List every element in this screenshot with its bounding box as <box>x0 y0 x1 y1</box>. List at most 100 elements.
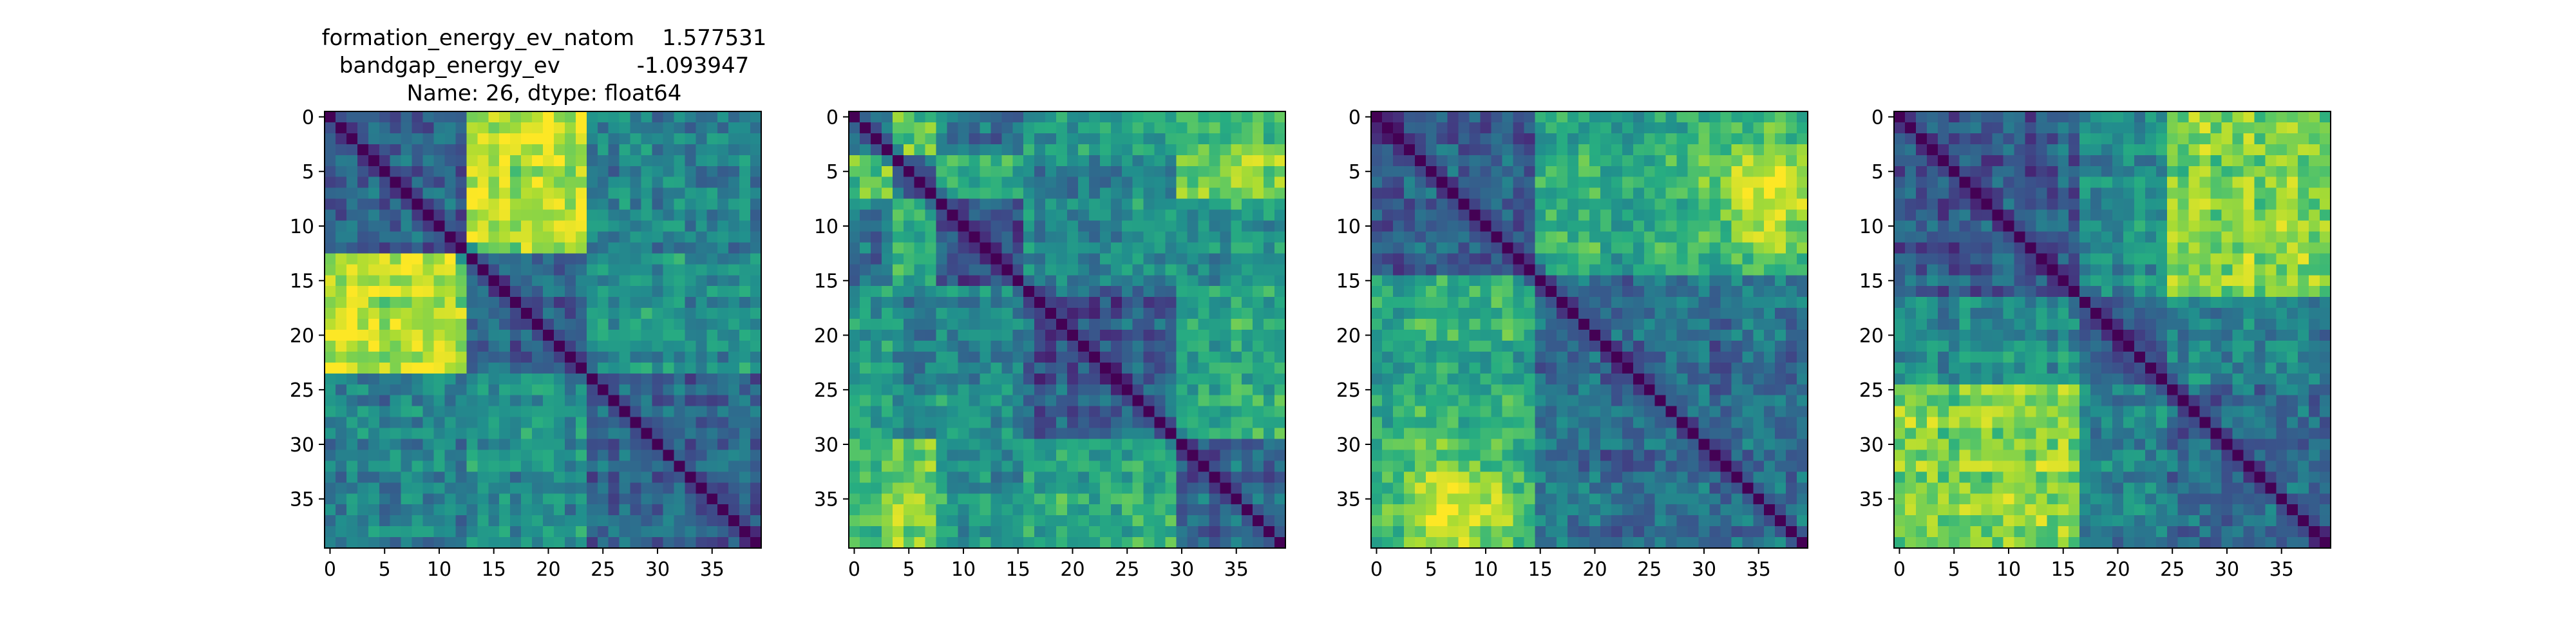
heatmap-cell <box>1764 537 1776 549</box>
heatmap-cell <box>575 340 587 352</box>
heatmap-cell <box>892 395 904 407</box>
heatmap-cell <box>455 111 467 123</box>
heatmap-cell <box>1742 362 1754 374</box>
heatmap-cell <box>1154 297 1166 308</box>
heatmap-cell <box>543 493 554 505</box>
heatmap-cell <box>925 362 937 374</box>
heatmap-cell <box>663 198 674 211</box>
heatmap-cell <box>1513 155 1524 167</box>
heatmap-cell <box>455 220 467 232</box>
heatmap-cell <box>881 493 893 505</box>
heatmap-cell <box>1654 362 1667 374</box>
heatmap-cell <box>346 384 358 396</box>
heatmap-cell <box>1414 122 1426 134</box>
heatmap-cell <box>706 428 718 440</box>
heatmap-cell <box>597 417 609 429</box>
heatmap-cell <box>608 264 620 276</box>
heatmap-cell <box>1165 504 1177 516</box>
heatmap-cell <box>925 133 937 145</box>
heatmap-cell <box>685 362 696 374</box>
heatmap-cell <box>433 297 446 308</box>
heatmap-cell <box>990 220 1002 232</box>
heatmap-cell <box>1502 428 1513 440</box>
heatmap-cell <box>663 209 674 222</box>
heatmap-cell <box>969 526 980 538</box>
heatmap-cell <box>488 308 500 319</box>
heatmap-cell <box>586 362 598 374</box>
heatmap-cell <box>597 133 609 145</box>
heatmap-cell <box>1077 242 1090 254</box>
heatmap-cell <box>1242 176 1253 189</box>
heatmap-cell <box>586 242 598 254</box>
heatmap-cell <box>925 319 937 330</box>
heatmap-cell <box>1274 253 1286 265</box>
heatmap-cell <box>1654 198 1667 211</box>
heatmap-cell <box>1088 253 1101 265</box>
heatmap-cell <box>990 504 1002 516</box>
heatmap-cell <box>532 209 544 222</box>
heatmap-cell <box>1469 275 1481 287</box>
heatmap-cell <box>1198 526 1209 538</box>
heatmap-cell <box>401 450 413 461</box>
heatmap-cell <box>543 231 554 243</box>
heatmap-cell <box>1524 417 1535 429</box>
heatmap-cell <box>1753 351 1765 363</box>
heatmap-cell <box>1209 482 1220 494</box>
heatmap-cell <box>1436 242 1448 254</box>
heatmap-cell <box>1110 253 1122 265</box>
heatmap-cell <box>564 417 576 429</box>
heatmap-cell <box>521 308 533 319</box>
heatmap-cell <box>706 231 718 243</box>
heatmap-cell <box>1264 111 1275 123</box>
heatmap-cell <box>936 319 948 330</box>
heatmap-cell <box>390 144 402 156</box>
heatmap-cell <box>958 264 970 276</box>
heatmap-cell <box>1274 264 1286 276</box>
heatmap-cell <box>1198 297 1209 308</box>
heatmap-cell <box>958 450 970 461</box>
heatmap-cell <box>1121 460 1133 472</box>
heatmap-cell <box>586 351 598 363</box>
heatmap-cell <box>2254 111 2266 123</box>
heatmap-cell <box>521 155 533 167</box>
heatmap-cell <box>1067 319 1079 330</box>
heatmap-cell <box>444 297 456 308</box>
heatmap-cell <box>1698 384 1710 396</box>
heatmap-cell <box>1110 417 1122 429</box>
heatmap-cell <box>1253 176 1264 189</box>
heatmap-cell <box>1926 122 1938 134</box>
heatmap-cell <box>1176 450 1188 461</box>
heatmap-cell <box>1067 122 1079 134</box>
heatmap-cell <box>1589 308 1601 319</box>
heatmap-cell <box>674 275 685 287</box>
heatmap-cell <box>1546 439 1557 451</box>
heatmap-cell <box>936 264 948 276</box>
heatmap-cell <box>575 482 587 494</box>
heatmap-cell <box>1654 253 1667 265</box>
heatmap-cell <box>1786 220 1797 232</box>
heatmap-cell <box>1709 220 1721 232</box>
heatmap-cell <box>892 471 904 483</box>
heatmap-cell <box>1110 428 1122 440</box>
heatmap-cell <box>652 482 664 494</box>
heatmap-cell <box>1067 406 1079 418</box>
heatmap-cell <box>685 209 696 222</box>
heatmap-cell <box>685 406 696 418</box>
heatmap-cell <box>1665 176 1678 189</box>
heatmap-cell <box>1045 319 1057 330</box>
heatmap-cell <box>1023 242 1035 254</box>
heatmap-cell <box>1220 417 1231 429</box>
heatmap-cell <box>728 460 740 472</box>
heatmap-cell <box>1132 187 1144 200</box>
heatmap-cell <box>652 460 664 472</box>
heatmap-cell <box>1578 275 1590 287</box>
heatmap-cell <box>619 537 631 549</box>
heatmap-cell <box>488 209 500 222</box>
heatmap-cell <box>325 460 336 472</box>
heatmap-cell <box>1742 428 1754 440</box>
heatmap-cell <box>444 373 456 385</box>
heatmap-cell <box>1231 264 1242 276</box>
heatmap-cell <box>1491 362 1502 374</box>
heatmap-cell <box>1447 133 1459 145</box>
